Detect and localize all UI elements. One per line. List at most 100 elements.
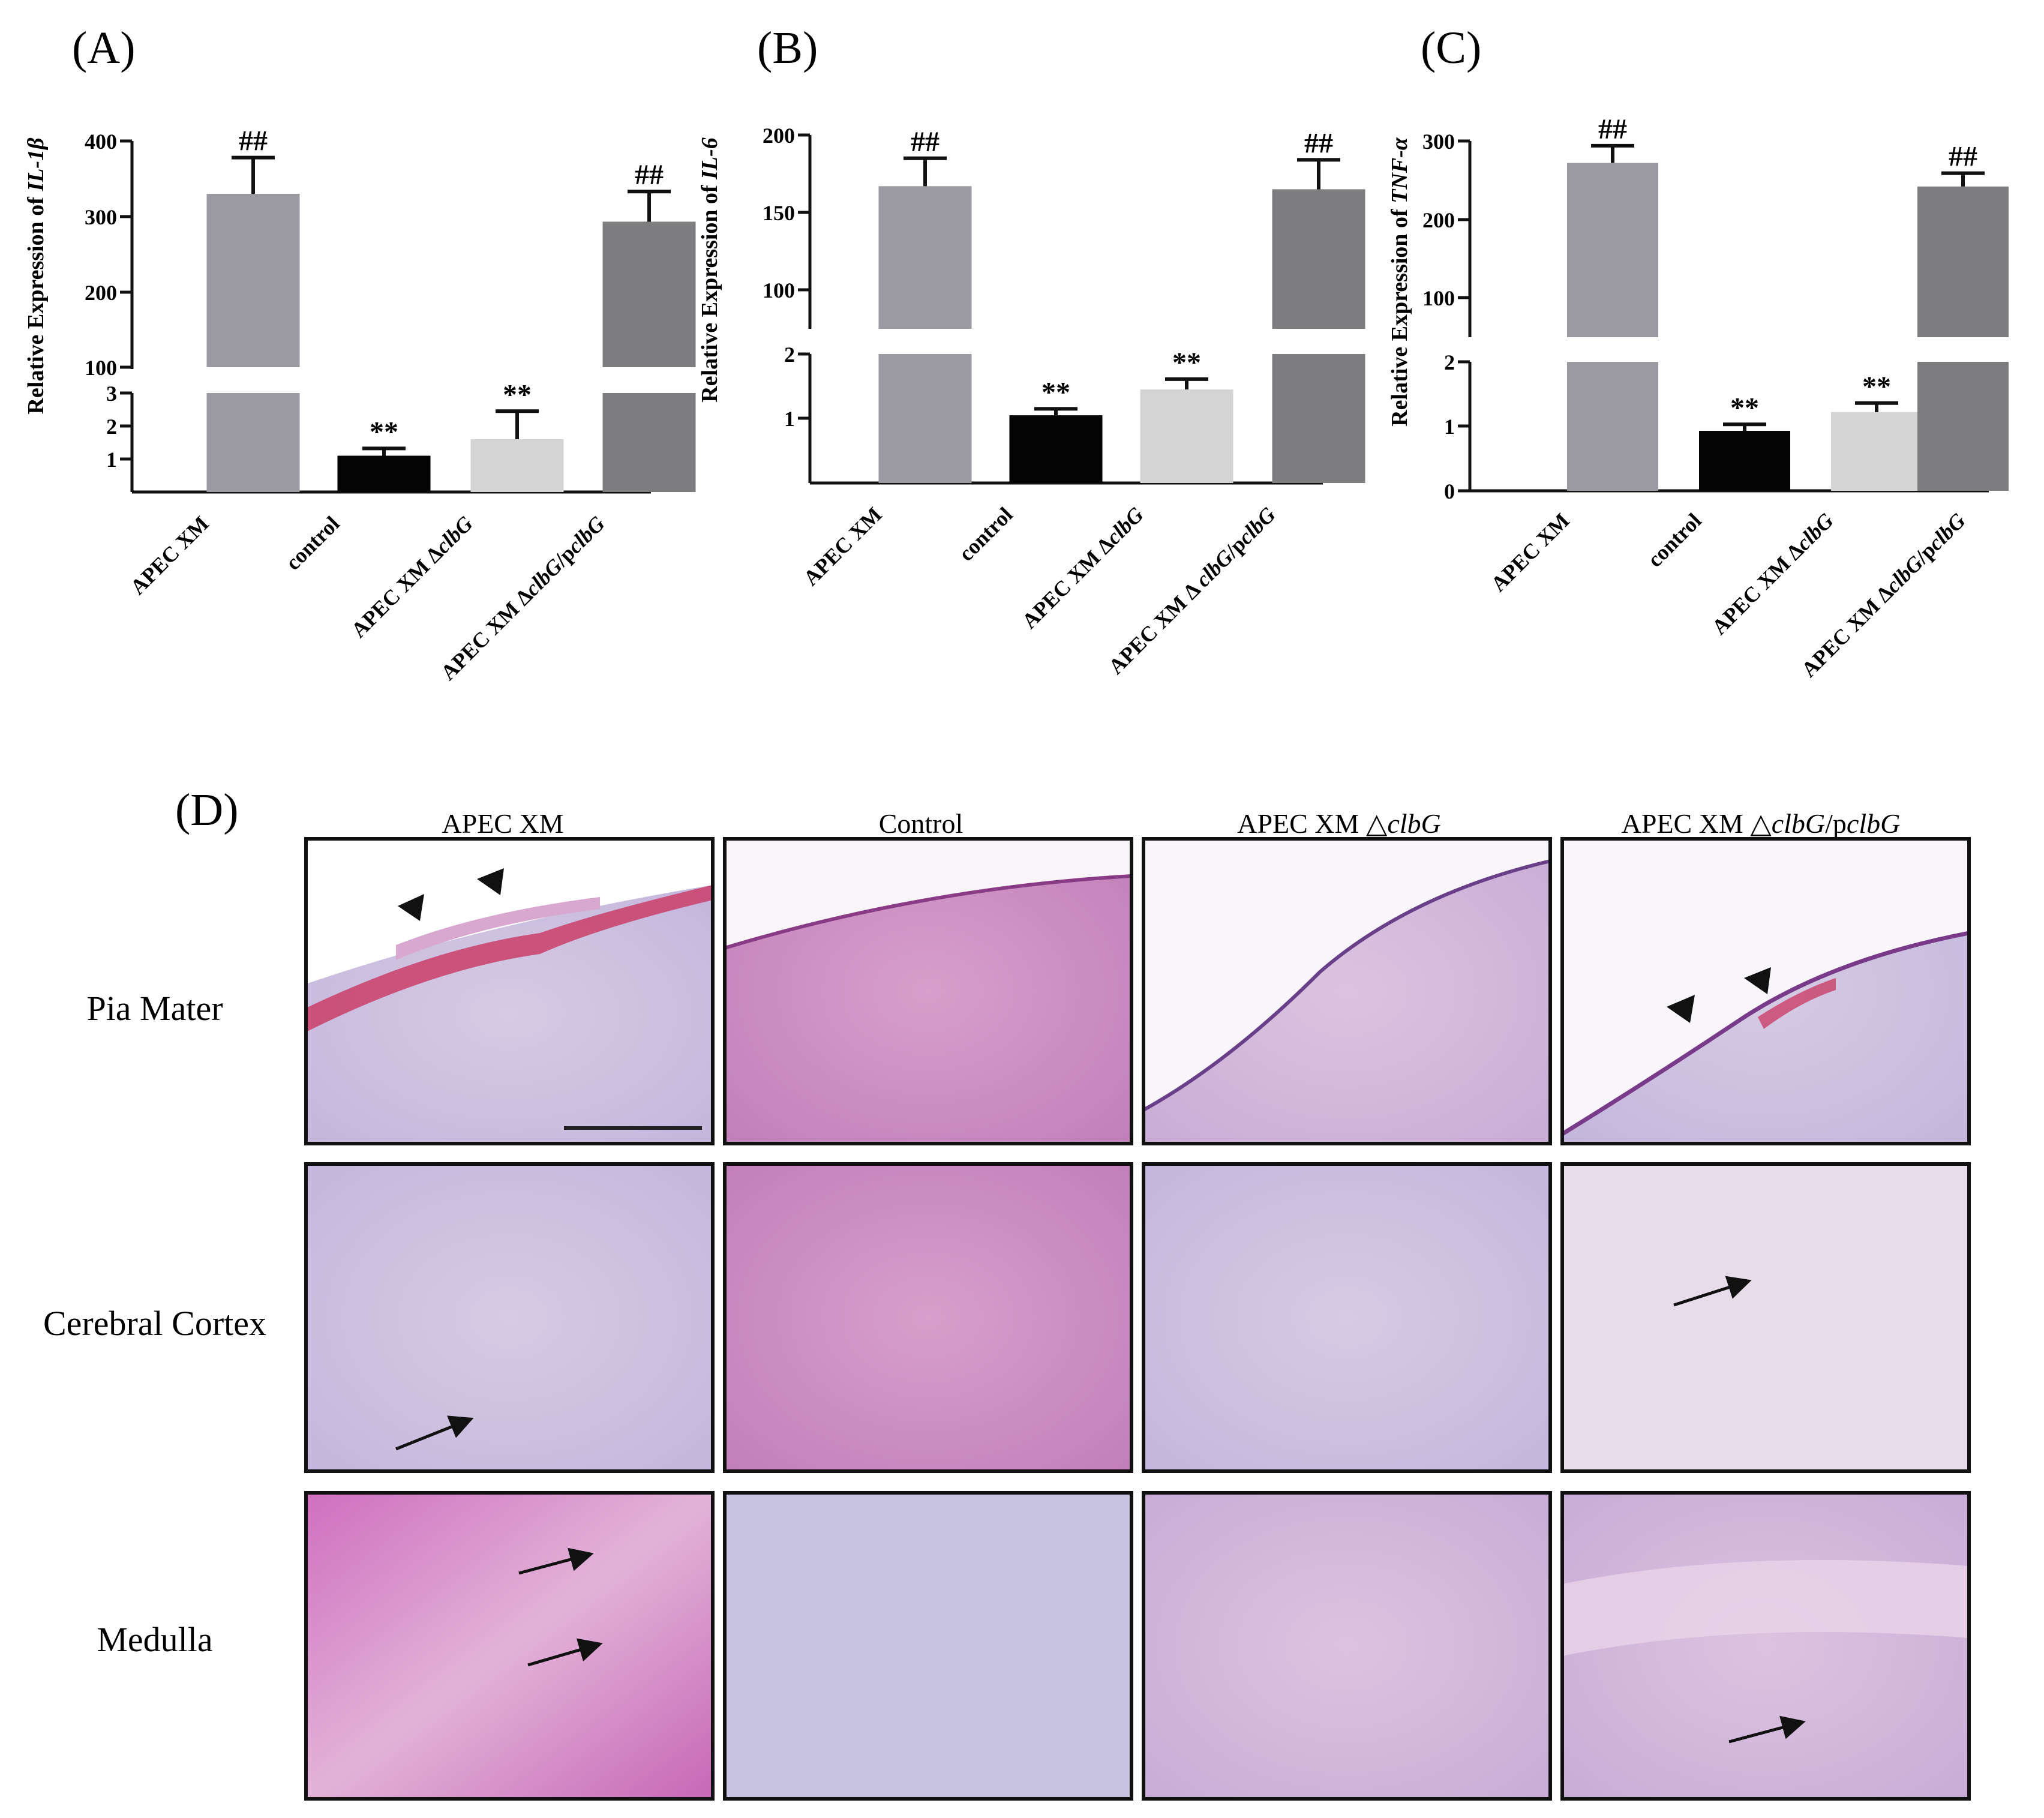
micrograph-pia-mater-apec-xm: [304, 837, 715, 1145]
histology-row-headers: Pia Mater Cerebral Cortex Medulla: [43, 989, 266, 1659]
chart-c-y-axis-label: Relative Expression of TNF-α: [1387, 137, 1412, 427]
arrowhead-icon: [1667, 995, 1695, 1023]
micrograph-pia-mater-control: [723, 837, 1133, 1145]
chart-c-tick-label: 1: [1444, 415, 1455, 439]
chart-a-tick-label: 100: [85, 356, 117, 380]
chart-a-x-label-control: control: [281, 511, 344, 575]
chart-b-bar: [1009, 415, 1103, 483]
chart-c-significance-label: ##: [1949, 141, 1977, 173]
chart-c-x-label-apec-xm: APEC XM: [1486, 508, 1574, 596]
chart-b-bars: ## ** ** ##: [878, 126, 1365, 483]
chart-a-y-axis-label: Relative Expression of IL-1β: [23, 137, 49, 415]
chart-a-significance-label: ##: [635, 159, 664, 191]
chart-c-tick-label: 100: [1422, 286, 1455, 310]
arrow-icon: [518, 1547, 594, 1575]
panel-label-a: (A): [72, 23, 136, 73]
chart-b-tick-label: 2: [784, 343, 795, 367]
chart-c-significance-label: **: [1730, 392, 1759, 424]
chart-c-bars: ## ** ** ##: [1567, 113, 2009, 491]
chart-b-tick-label: 150: [763, 201, 795, 225]
chart-b-significance-label: ##: [911, 126, 940, 158]
chart-c-bar: [1567, 163, 1658, 337]
arrowhead-icon: [398, 894, 424, 921]
chart-a-tick-label: 300: [85, 205, 117, 229]
panel-label-c: (C): [1421, 23, 1481, 73]
chart-b-significance-label: **: [1041, 376, 1070, 408]
chart-b-bar: [1140, 389, 1233, 483]
column-header-clbg-pclbg: APEC XM △clbG/pclbG: [1622, 808, 1901, 839]
chart-b-significance-label: ##: [1304, 127, 1333, 159]
micrograph-cortex-clbg-pclbg: [1560, 1162, 1971, 1473]
micrograph-medulla-apec-xm: [304, 1491, 715, 1801]
chart-a-bar: [206, 193, 300, 367]
chart-b-y-axis-label: Relative Expression of IL-6: [697, 137, 722, 403]
chart-a-bar: [470, 439, 564, 492]
chart-a-bars: ## ** ** ##: [206, 125, 696, 492]
chart-c-tick-label: 0: [1444, 479, 1455, 503]
chart-b-x-label-control: control: [954, 502, 1018, 566]
row-header-medulla: Medulla: [97, 1620, 212, 1659]
chart-b-upper-ticks: 100 150 200: [763, 124, 810, 302]
panel-label-b: (B): [757, 23, 818, 73]
column-header-control: Control: [879, 808, 964, 839]
column-header-clbg: APEC XM △clbG: [1237, 808, 1441, 839]
chart-a-lower-ticks: 1 2 3: [106, 382, 132, 472]
chart-c-lower-ticks: 0 1 2: [1444, 350, 1470, 503]
micrograph-pia-mater-clbg-pclbg: [1560, 837, 1971, 1145]
chart-a-tick-label: 2: [106, 415, 117, 439]
panel-label-d: (D): [175, 785, 239, 835]
chart-c-bar-lower-segment: [1917, 362, 2009, 491]
histology-column-headers: APEC XM Control APEC XM △clbG APEC XM △c…: [442, 808, 1900, 839]
chart-b-tick-label: 200: [763, 124, 795, 148]
chart-c-tick-label: 200: [1422, 208, 1455, 232]
chart-b-x-label-apec-xm: APEC XM: [799, 502, 886, 590]
chart-c-significance-label: **: [1862, 371, 1891, 403]
chart-b-tick-label: 1: [784, 407, 795, 431]
chart-c-tick-label: 300: [1422, 130, 1455, 154]
arrowhead-icon: [477, 868, 504, 895]
chart-c-tick-label: 2: [1444, 350, 1455, 374]
chart-b-bar-lower-segment: [1272, 354, 1365, 483]
arrow-icon: [1728, 1715, 1806, 1744]
chart-a-tick-label: 400: [85, 130, 117, 154]
chart-b-bar: [878, 186, 972, 329]
chart-a-tick-label: 3: [106, 382, 117, 406]
chart-a-significance-label: **: [503, 379, 532, 410]
chart-a-bar-lower-segment: [602, 393, 696, 492]
chart-a: (A) Relative Expression of IL-1β 100 200…: [23, 23, 696, 685]
chart-b: (B) Relative Expression of IL-6 100 150 …: [697, 23, 1365, 679]
chart-a-significance-label: ##: [239, 125, 268, 157]
chart-a-bar-lower-segment: [206, 393, 300, 492]
row-header-cerebral-cortex: Cerebral Cortex: [43, 1304, 266, 1343]
arrow-icon: [1673, 1276, 1752, 1307]
chart-c-bar: [1831, 412, 1922, 491]
chart-c-bar: [1917, 186, 2009, 337]
micrograph-pia-mater-clbg: [1142, 837, 1552, 1145]
chart-b-bar: [1272, 189, 1365, 329]
micrograph-cortex-clbg: [1142, 1162, 1552, 1473]
chart-a-tick-label: 200: [85, 281, 117, 305]
chart-c-significance-label: ##: [1598, 113, 1627, 145]
micrograph-medulla-control: [723, 1491, 1133, 1801]
row-header-pia-mater: Pia Mater: [86, 989, 223, 1028]
micrograph-cortex-control: [723, 1162, 1133, 1473]
chart-c-bar-lower-segment: [1567, 362, 1658, 491]
chart-c-bar: [1699, 431, 1790, 491]
chart-a-bar: [337, 455, 431, 492]
micrograph-cortex-apec-xm: [304, 1162, 715, 1473]
chart-a-bar: [602, 221, 696, 367]
chart-a-tick-label: 1: [106, 448, 117, 472]
chart-a-x-tick-labels: APEC XM control APEC XM ΔclbG APEC XM Δc…: [125, 511, 609, 685]
micrograph-medulla-clbg: [1142, 1491, 1552, 1801]
chart-a-upper-ticks: 100 200 300 400: [85, 130, 132, 380]
arrow-icon: [395, 1415, 474, 1451]
arrow-icon: [527, 1638, 603, 1667]
arrowhead-icon: [1744, 967, 1771, 994]
chart-c-upper-ticks: 100 200 300: [1422, 130, 1470, 310]
histology-panel: (D) APEC XM Control APEC XM △clbG APEC X…: [43, 785, 1971, 1801]
chart-c-x-label-control: control: [1643, 508, 1706, 572]
chart-a-x-label-clbg: APEC XM ΔclbG: [346, 511, 477, 642]
chart-b-significance-label: **: [1172, 347, 1201, 379]
chart-c: (C) Relative Expression of TNF-α 100 200…: [1387, 23, 2009, 682]
